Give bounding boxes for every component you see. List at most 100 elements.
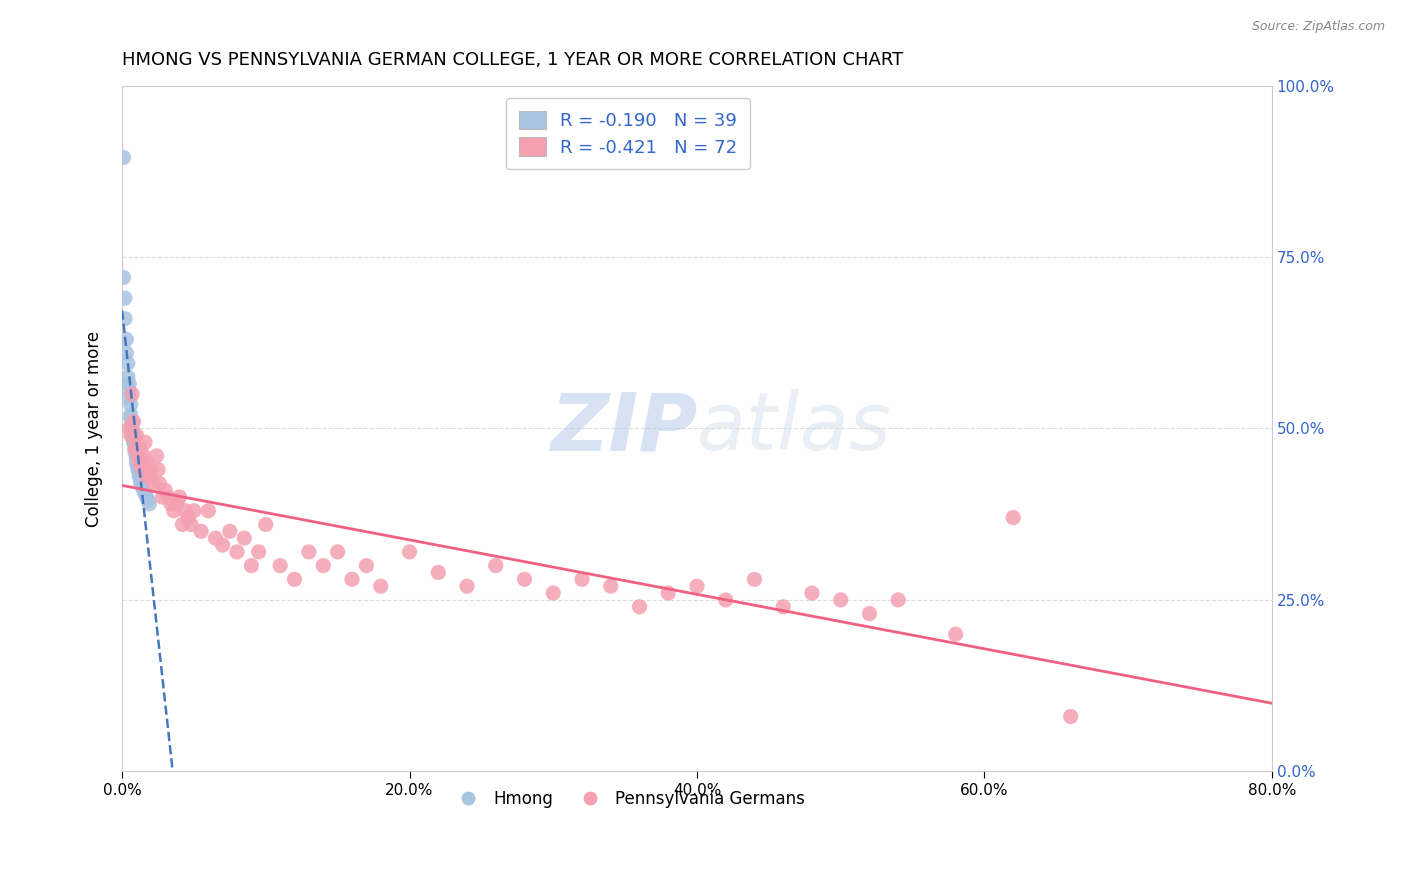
Point <box>135 469 157 483</box>
Point <box>183 504 205 518</box>
Point <box>121 425 143 439</box>
Point <box>129 476 152 491</box>
Point <box>298 545 321 559</box>
Point <box>115 346 138 360</box>
Point <box>122 428 145 442</box>
Text: atlas: atlas <box>697 390 891 467</box>
Point <box>599 579 621 593</box>
Point <box>174 504 197 518</box>
Point <box>128 469 150 483</box>
Point <box>115 332 138 346</box>
Point <box>118 384 141 398</box>
Point <box>120 397 142 411</box>
Point <box>134 486 156 500</box>
Point <box>142 476 165 491</box>
Point <box>117 370 139 384</box>
Point <box>131 480 153 494</box>
Point <box>945 627 967 641</box>
Point <box>233 531 256 545</box>
Point <box>120 411 142 425</box>
Point <box>122 432 145 446</box>
Point <box>686 579 709 593</box>
Point <box>1060 709 1083 723</box>
Point <box>240 558 263 573</box>
Text: ZIP: ZIP <box>550 390 697 467</box>
Point <box>125 449 148 463</box>
Point <box>117 356 139 370</box>
Point <box>204 531 226 545</box>
Point <box>370 579 392 593</box>
Point <box>139 462 162 476</box>
Point <box>398 545 420 559</box>
Point <box>254 517 277 532</box>
Point <box>160 497 183 511</box>
Point <box>180 517 202 532</box>
Point <box>128 466 150 480</box>
Point <box>118 391 141 405</box>
Point <box>118 376 141 391</box>
Point <box>269 558 291 573</box>
Text: HMONG VS PENNSYLVANIA GERMAN COLLEGE, 1 YEAR OR MORE CORRELATION CHART: HMONG VS PENNSYLVANIA GERMAN COLLEGE, 1 … <box>122 51 903 69</box>
Point <box>571 572 593 586</box>
Point <box>283 572 305 586</box>
Point <box>121 415 143 429</box>
Point <box>714 593 737 607</box>
Point <box>122 415 145 429</box>
Point <box>132 483 155 498</box>
Point <box>628 599 651 614</box>
Point <box>830 593 852 607</box>
Point <box>887 593 910 607</box>
Point <box>177 510 200 524</box>
Point <box>121 387 143 401</box>
Point <box>132 449 155 463</box>
Point <box>427 566 450 580</box>
Point <box>124 442 146 456</box>
Point <box>120 408 142 422</box>
Point <box>114 311 136 326</box>
Point <box>121 417 143 432</box>
Point <box>127 462 149 476</box>
Point <box>127 459 149 474</box>
Point <box>340 572 363 586</box>
Point <box>124 439 146 453</box>
Point <box>326 545 349 559</box>
Point <box>166 497 188 511</box>
Point <box>485 558 508 573</box>
Point <box>163 504 186 518</box>
Point <box>138 497 160 511</box>
Point <box>129 473 152 487</box>
Point <box>125 456 148 470</box>
Point <box>121 421 143 435</box>
Point <box>134 435 156 450</box>
Point <box>169 490 191 504</box>
Point <box>744 572 766 586</box>
Point <box>128 456 150 470</box>
Point <box>211 538 233 552</box>
Point <box>124 445 146 459</box>
Point <box>125 452 148 467</box>
Point <box>127 449 149 463</box>
Point <box>131 462 153 476</box>
Point <box>125 442 148 456</box>
Point <box>172 517 194 532</box>
Point <box>800 586 823 600</box>
Point <box>218 524 240 539</box>
Point <box>112 270 135 285</box>
Point <box>136 493 159 508</box>
Legend: Hmong, Pennsylvania Germans: Hmong, Pennsylvania Germans <box>444 783 811 814</box>
Point <box>153 483 176 498</box>
Point <box>125 428 148 442</box>
Point <box>145 449 167 463</box>
Point <box>135 490 157 504</box>
Point <box>146 462 169 476</box>
Point <box>129 442 152 456</box>
Point <box>456 579 478 593</box>
Point <box>858 607 880 621</box>
Point <box>247 545 270 559</box>
Point <box>541 586 564 600</box>
Point <box>148 476 170 491</box>
Point <box>118 421 141 435</box>
Point <box>190 524 212 539</box>
Point <box>312 558 335 573</box>
Text: Source: ZipAtlas.com: Source: ZipAtlas.com <box>1251 20 1385 33</box>
